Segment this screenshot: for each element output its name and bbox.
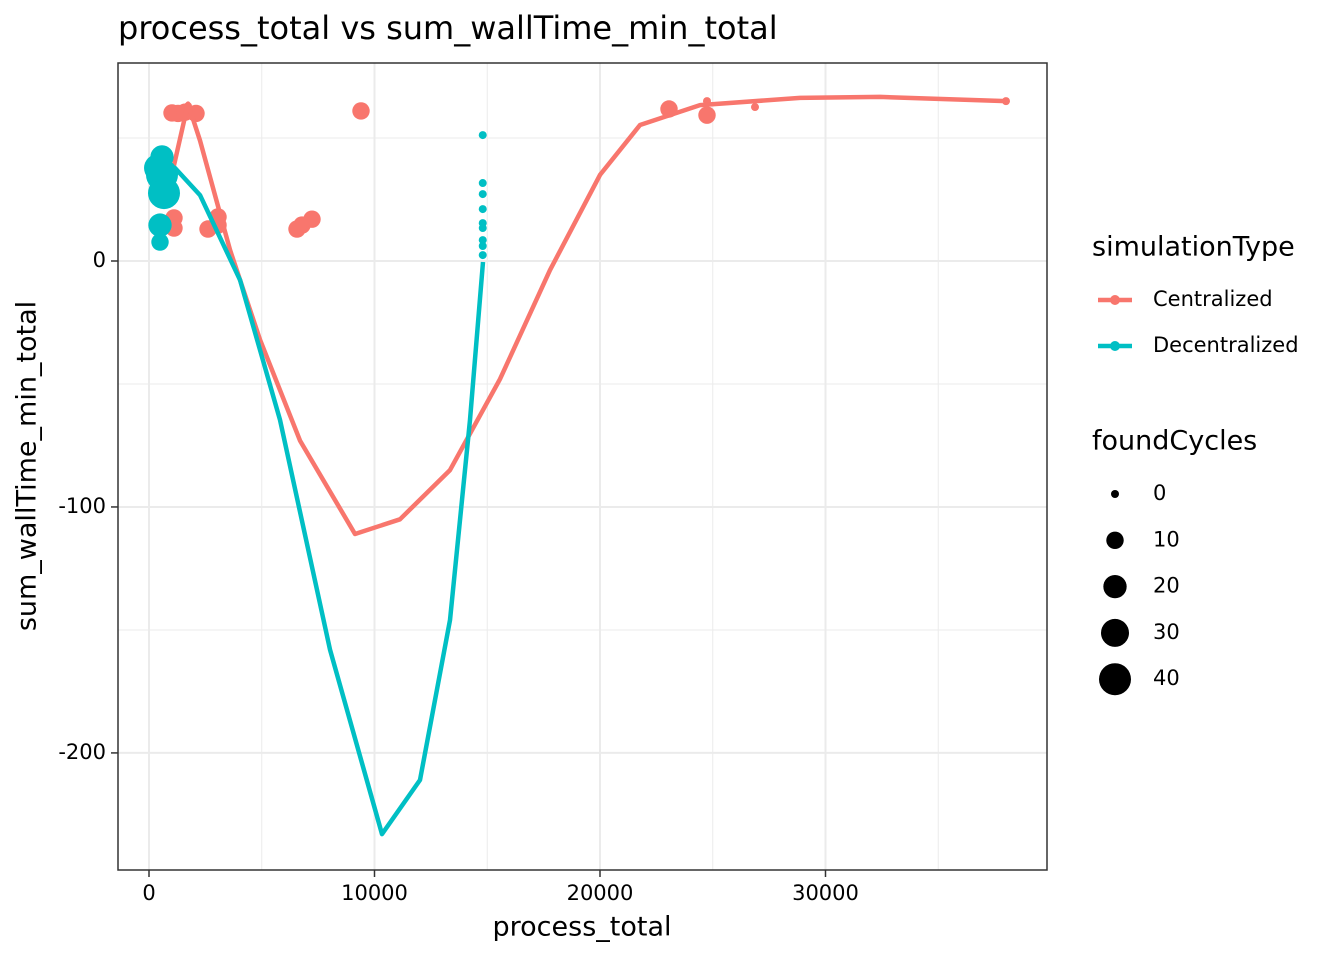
point	[478, 224, 487, 233]
x-axis-title: process_total	[493, 912, 672, 943]
legend-label: 10	[1153, 527, 1180, 551]
smooth-line	[152, 165, 486, 837]
legend-size-key	[1101, 618, 1129, 647]
legend-title: foundCycles	[1092, 426, 1257, 457]
point	[478, 131, 487, 140]
point	[751, 103, 760, 112]
point	[148, 213, 172, 237]
y-tick-label: 0	[93, 248, 106, 272]
legend-size-key	[1106, 531, 1124, 550]
legend-label: 0	[1153, 481, 1166, 505]
legend-label: 30	[1153, 620, 1180, 644]
y-tick-label: -200	[58, 740, 106, 764]
chart-title: process_total vs sum_wallTime_min_total	[118, 9, 778, 47]
point	[478, 205, 487, 214]
x-tick-label: 0	[142, 881, 155, 905]
point	[478, 241, 487, 250]
point	[478, 179, 487, 188]
point	[478, 236, 487, 245]
legend-size-key	[1111, 490, 1119, 498]
x-tick-label: 30000	[792, 881, 859, 905]
legend-title: simulationType	[1092, 232, 1295, 263]
point	[303, 210, 321, 228]
smooth-line	[162, 94, 1007, 537]
x-tick-label: 10000	[341, 881, 408, 905]
legend-size-key	[1103, 574, 1127, 599]
y-tick-label: -100	[58, 494, 106, 518]
legend-key	[1110, 295, 1120, 305]
y-axis-title: sum_wallTime_min_total	[12, 301, 43, 631]
legend-label: 40	[1153, 666, 1180, 690]
point	[478, 190, 487, 199]
point	[352, 102, 370, 120]
point	[478, 251, 487, 260]
point	[698, 106, 716, 124]
legend-label: Centralized	[1153, 287, 1273, 311]
point	[148, 177, 181, 210]
legend-key	[1110, 341, 1120, 351]
point	[151, 233, 169, 251]
x-tick-label: 20000	[567, 881, 634, 905]
plot-border	[117, 62, 1048, 871]
legend-label: 20	[1153, 574, 1180, 598]
legend-label: Decentralized	[1153, 333, 1299, 357]
legend-size-key	[1099, 663, 1131, 696]
